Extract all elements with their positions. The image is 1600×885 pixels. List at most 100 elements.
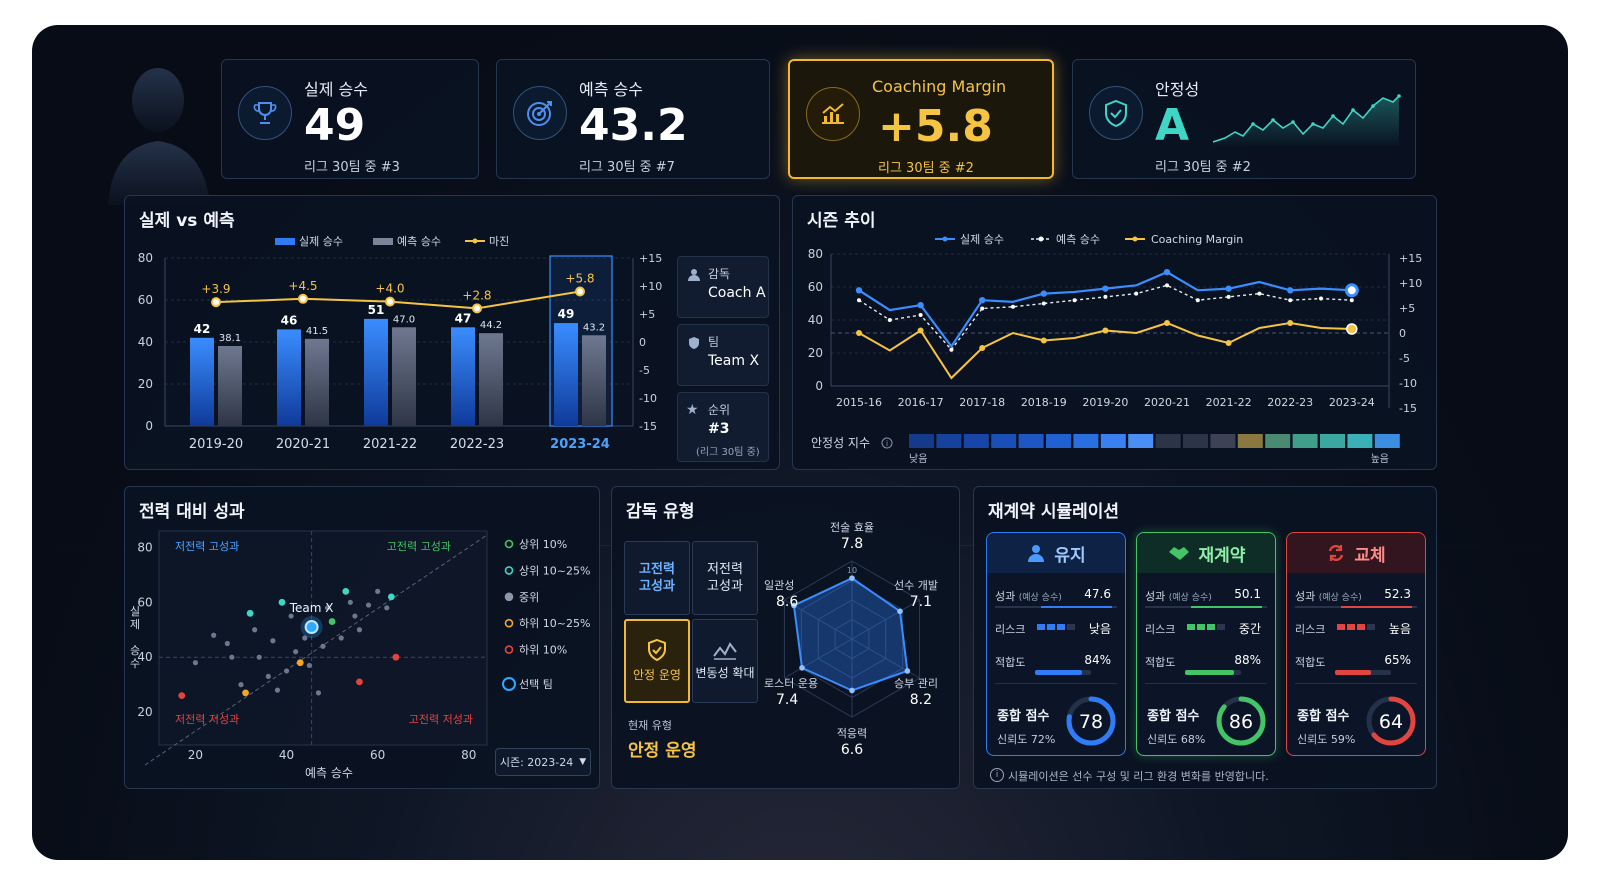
margin-point: [1225, 340, 1232, 346]
current-type-label: 현재 유형: [628, 719, 672, 732]
scatter-point: [365, 602, 372, 608]
legend-marker: [504, 645, 514, 654]
footnote: 시뮬레이션은 선수 구성 및 리그 환경 변화를 반영합니다.: [1008, 770, 1269, 783]
perf-bar-fill: [1191, 606, 1263, 608]
actual-point: [1225, 285, 1232, 292]
predicted-point: [1257, 291, 1262, 296]
radar-point: [849, 687, 855, 694]
bar-actual-label: 42: [194, 322, 211, 336]
resign-card-keep[interactable]: 유지 성과 (예상 승수) 47.6 리스크 낮음 적합도 84% 종합 점수 신뢰도 72% 7…: [986, 532, 1126, 756]
current-type-value: 안정 운영: [628, 741, 697, 761]
scatter-point: [283, 668, 290, 674]
shield-icon: [1089, 86, 1143, 140]
legend-label: 실제 승수: [960, 233, 1004, 246]
y2-tick-label: -15: [1399, 402, 1417, 415]
type-label: 안정 운영: [633, 668, 681, 682]
bar-actual-label: 46: [281, 313, 298, 327]
bar-predicted: [218, 345, 242, 426]
y2-tick-label: +10: [639, 280, 662, 293]
bar-predicted: [305, 338, 329, 426]
legend-swatch-dot: [942, 236, 948, 242]
x-axis-title: 예측 승수: [305, 766, 353, 780]
y-tick-label: 40: [137, 650, 152, 664]
trend-chart: 0 20 40 60 80 -15 -10 -5 0 +5 +10 +15 2015-16 2016-17…: [808, 233, 1423, 465]
volatility-icon: [712, 640, 738, 665]
radar-axis-value: 7.1: [910, 594, 932, 610]
scatter-point: [328, 618, 336, 625]
legend-label: 예측 승수: [397, 235, 441, 248]
risk-segment: [1347, 624, 1355, 630]
x-tick-label: 2017-18: [959, 396, 1005, 409]
score-ring-fill: [1366, 696, 1416, 746]
kpi-label: 예측 승수: [579, 80, 643, 99]
bar-actual: [451, 327, 475, 426]
quadrant-label: 고전력 고성과: [387, 540, 451, 553]
scatter-point: [320, 643, 326, 649]
stability-cell: [1210, 434, 1236, 448]
margin-label: +3.9: [201, 282, 230, 296]
type-label: 변동성 확대: [695, 666, 755, 680]
bar-predicted-label: 43.2: [583, 322, 605, 333]
score-ring-fill: [1066, 696, 1116, 746]
bar-predicted-label: 41.5: [306, 326, 328, 337]
kpi-rank: 리그 30팀 중 #2: [1155, 160, 1251, 175]
actual-point: [917, 301, 924, 309]
panel-title: 실제 vs 예측: [139, 211, 235, 231]
scatter-point: [384, 605, 390, 611]
handshake-icon: [1167, 544, 1191, 562]
x-tick-label: 2018-19: [1021, 396, 1067, 409]
scatter-point: [270, 638, 276, 644]
scatter-point: [293, 649, 299, 655]
swap-icon: [1326, 543, 1346, 563]
scatter-point: [211, 632, 217, 638]
type-high-power-high-perf[interactable]: 고전력 고성과: [624, 541, 690, 615]
legend-marker: [504, 618, 514, 628]
y2-tick-label: +15: [639, 252, 662, 265]
stability-cell: [963, 434, 989, 448]
scatter-point: [278, 598, 286, 606]
bar-predicted-label: 38.1: [219, 333, 241, 344]
panel-title: 전력 대비 성과: [139, 502, 245, 522]
legend-label: 마진: [489, 235, 509, 248]
y2-tick-label: +5: [1399, 302, 1415, 315]
risk-meter: [1187, 624, 1225, 630]
type-stable[interactable]: 안정 운영: [624, 619, 690, 703]
x-tick-label: 80: [461, 748, 476, 762]
margin-point: [979, 345, 986, 351]
resign-card-renew[interactable]: 재계약 성과 (예상 승수) 50.1 리스크 중간 적합도 88% 종합 점수 신뢰도 68%…: [1136, 532, 1276, 756]
perf-row: 성과 (예상 승수) 47.6: [995, 587, 1117, 608]
radar-axis-label: 적응력: [837, 727, 867, 740]
risk-value: 낮음: [1088, 622, 1111, 636]
quadrant-label: 고전력 저성과: [409, 713, 473, 726]
plot-area: [158, 530, 488, 746]
stability-cell: [1320, 434, 1345, 448]
score-value: 78: [1079, 711, 1103, 733]
scatter-point: [392, 653, 400, 661]
predicted-point: [1041, 301, 1046, 306]
perf-label: 성과: [995, 590, 1016, 603]
scatter-point: [356, 678, 363, 686]
legend-swatch-actual: [275, 238, 295, 245]
radar-point: [799, 665, 805, 671]
legend-swatch-margin-dot: [472, 238, 478, 244]
resign-card-replace[interactable]: 교체 성과 (예상 승수) 52.3 리스크 높음 적합도 65% 종합 점수 신뢰도 59% 6…: [1286, 532, 1426, 756]
fit-bar-fill: [1185, 670, 1235, 675]
radar-spoke: [784, 638, 853, 679]
score-ring-fill: [1216, 696, 1266, 746]
scatter-point: [274, 687, 281, 693]
info-icon-glyph: i: [886, 439, 888, 448]
type-low-power-high-perf[interactable]: 저전력 고성과: [692, 541, 758, 615]
legend-marker: [504, 592, 514, 602]
margin-point: [211, 297, 221, 308]
x-tick-label: 2020-21: [1144, 396, 1190, 409]
kpi-stability: 안정성 A 리그 30팀 중 #2: [1072, 59, 1416, 179]
x-tick-label: 2019-20: [189, 437, 243, 452]
type-volatile[interactable]: 변동성 확대: [692, 619, 758, 703]
coach-type-panel: 감독 유형 고전력 고성과 저전력 고성과 안정 운영 변동성 확대 현재 유형…: [611, 486, 960, 789]
season-select[interactable]: 시즌: 2023-24 ▼: [495, 748, 591, 776]
scatter-point: [238, 682, 244, 688]
fit-row: 적합도 65%: [1295, 653, 1417, 675]
confidence: 신뢰도 68%: [1147, 733, 1206, 746]
score-label: 종합 점수: [1147, 709, 1200, 724]
